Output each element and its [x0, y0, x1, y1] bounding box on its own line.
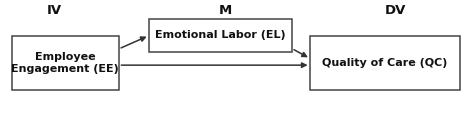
Text: Quality of Care (QC): Quality of Care (QC)	[322, 58, 448, 68]
FancyBboxPatch shape	[149, 19, 292, 52]
Text: DV: DV	[385, 4, 407, 17]
FancyBboxPatch shape	[12, 36, 118, 90]
Text: M: M	[219, 4, 232, 17]
Text: Employee
Engagement (EE): Employee Engagement (EE)	[11, 52, 119, 74]
FancyBboxPatch shape	[310, 36, 460, 90]
Text: IV: IV	[47, 4, 62, 17]
Text: Emotional Labor (EL): Emotional Labor (EL)	[155, 30, 286, 41]
